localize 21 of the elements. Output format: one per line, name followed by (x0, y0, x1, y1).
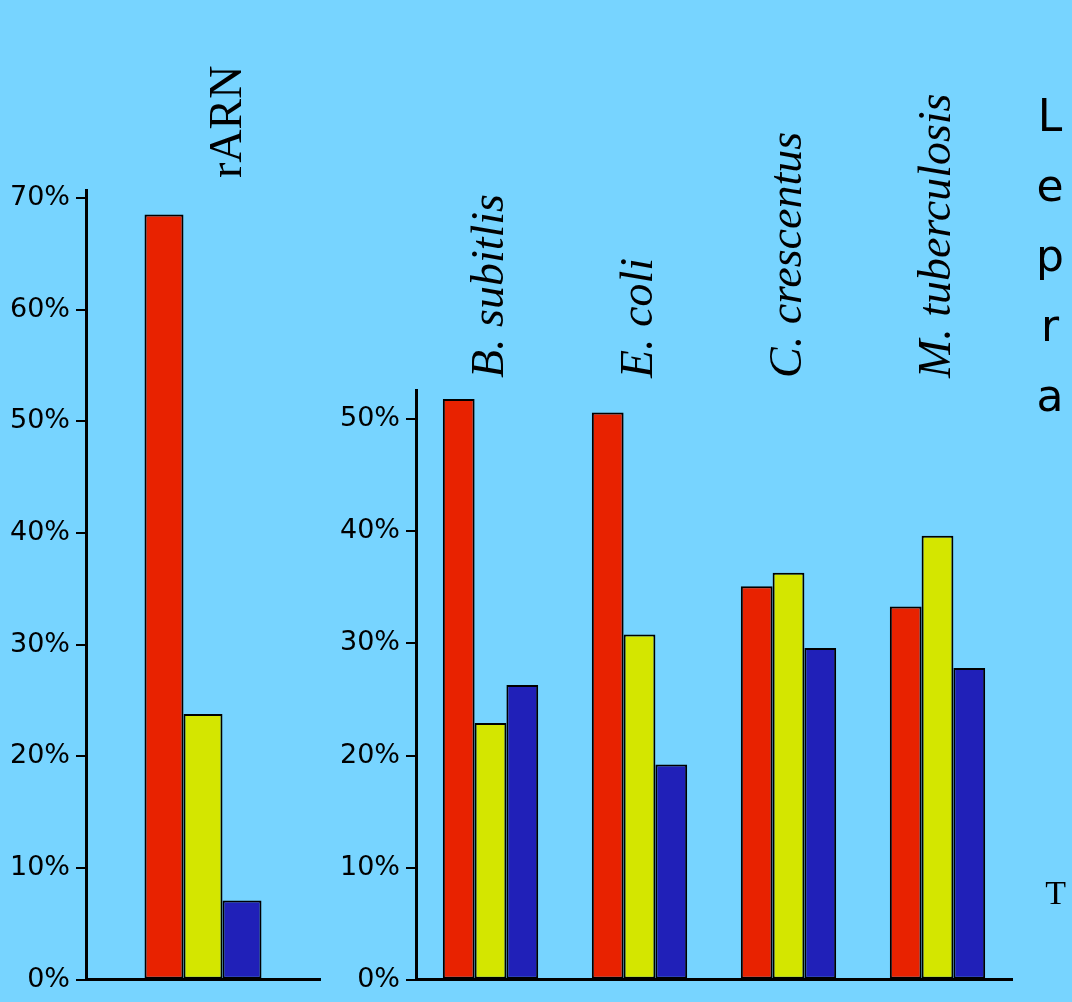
y-tick-label: 20% (10, 738, 71, 770)
y-tick-label: 70% (10, 179, 71, 211)
y-tick-label: 40% (10, 514, 71, 546)
text: Lepra (1036, 90, 1064, 422)
y-tick-label: 10% (10, 850, 71, 882)
x-tick-label: E. coli (610, 257, 662, 379)
x-tick-label: B. subitlis (461, 193, 513, 378)
y-tick-label: 60% (10, 291, 71, 323)
x-tick-label: M. tuberculosis (908, 93, 960, 379)
y-tick-label: 0% (357, 961, 401, 993)
y-tick-label: 50% (340, 401, 401, 433)
y-tick-label: 30% (10, 626, 71, 658)
y-tick-label: 20% (340, 737, 401, 769)
y-tick-label: 30% (340, 625, 401, 657)
text: T (1045, 873, 1067, 911)
y-tick-label: 10% (340, 849, 401, 881)
x-tick-label: C. crescentus (759, 131, 811, 378)
x-tick-label: rARN (200, 65, 252, 178)
y-tick-label: 0% (27, 961, 71, 993)
y-tick-label: 50% (10, 403, 71, 435)
y-tick-label: 40% (340, 513, 401, 545)
